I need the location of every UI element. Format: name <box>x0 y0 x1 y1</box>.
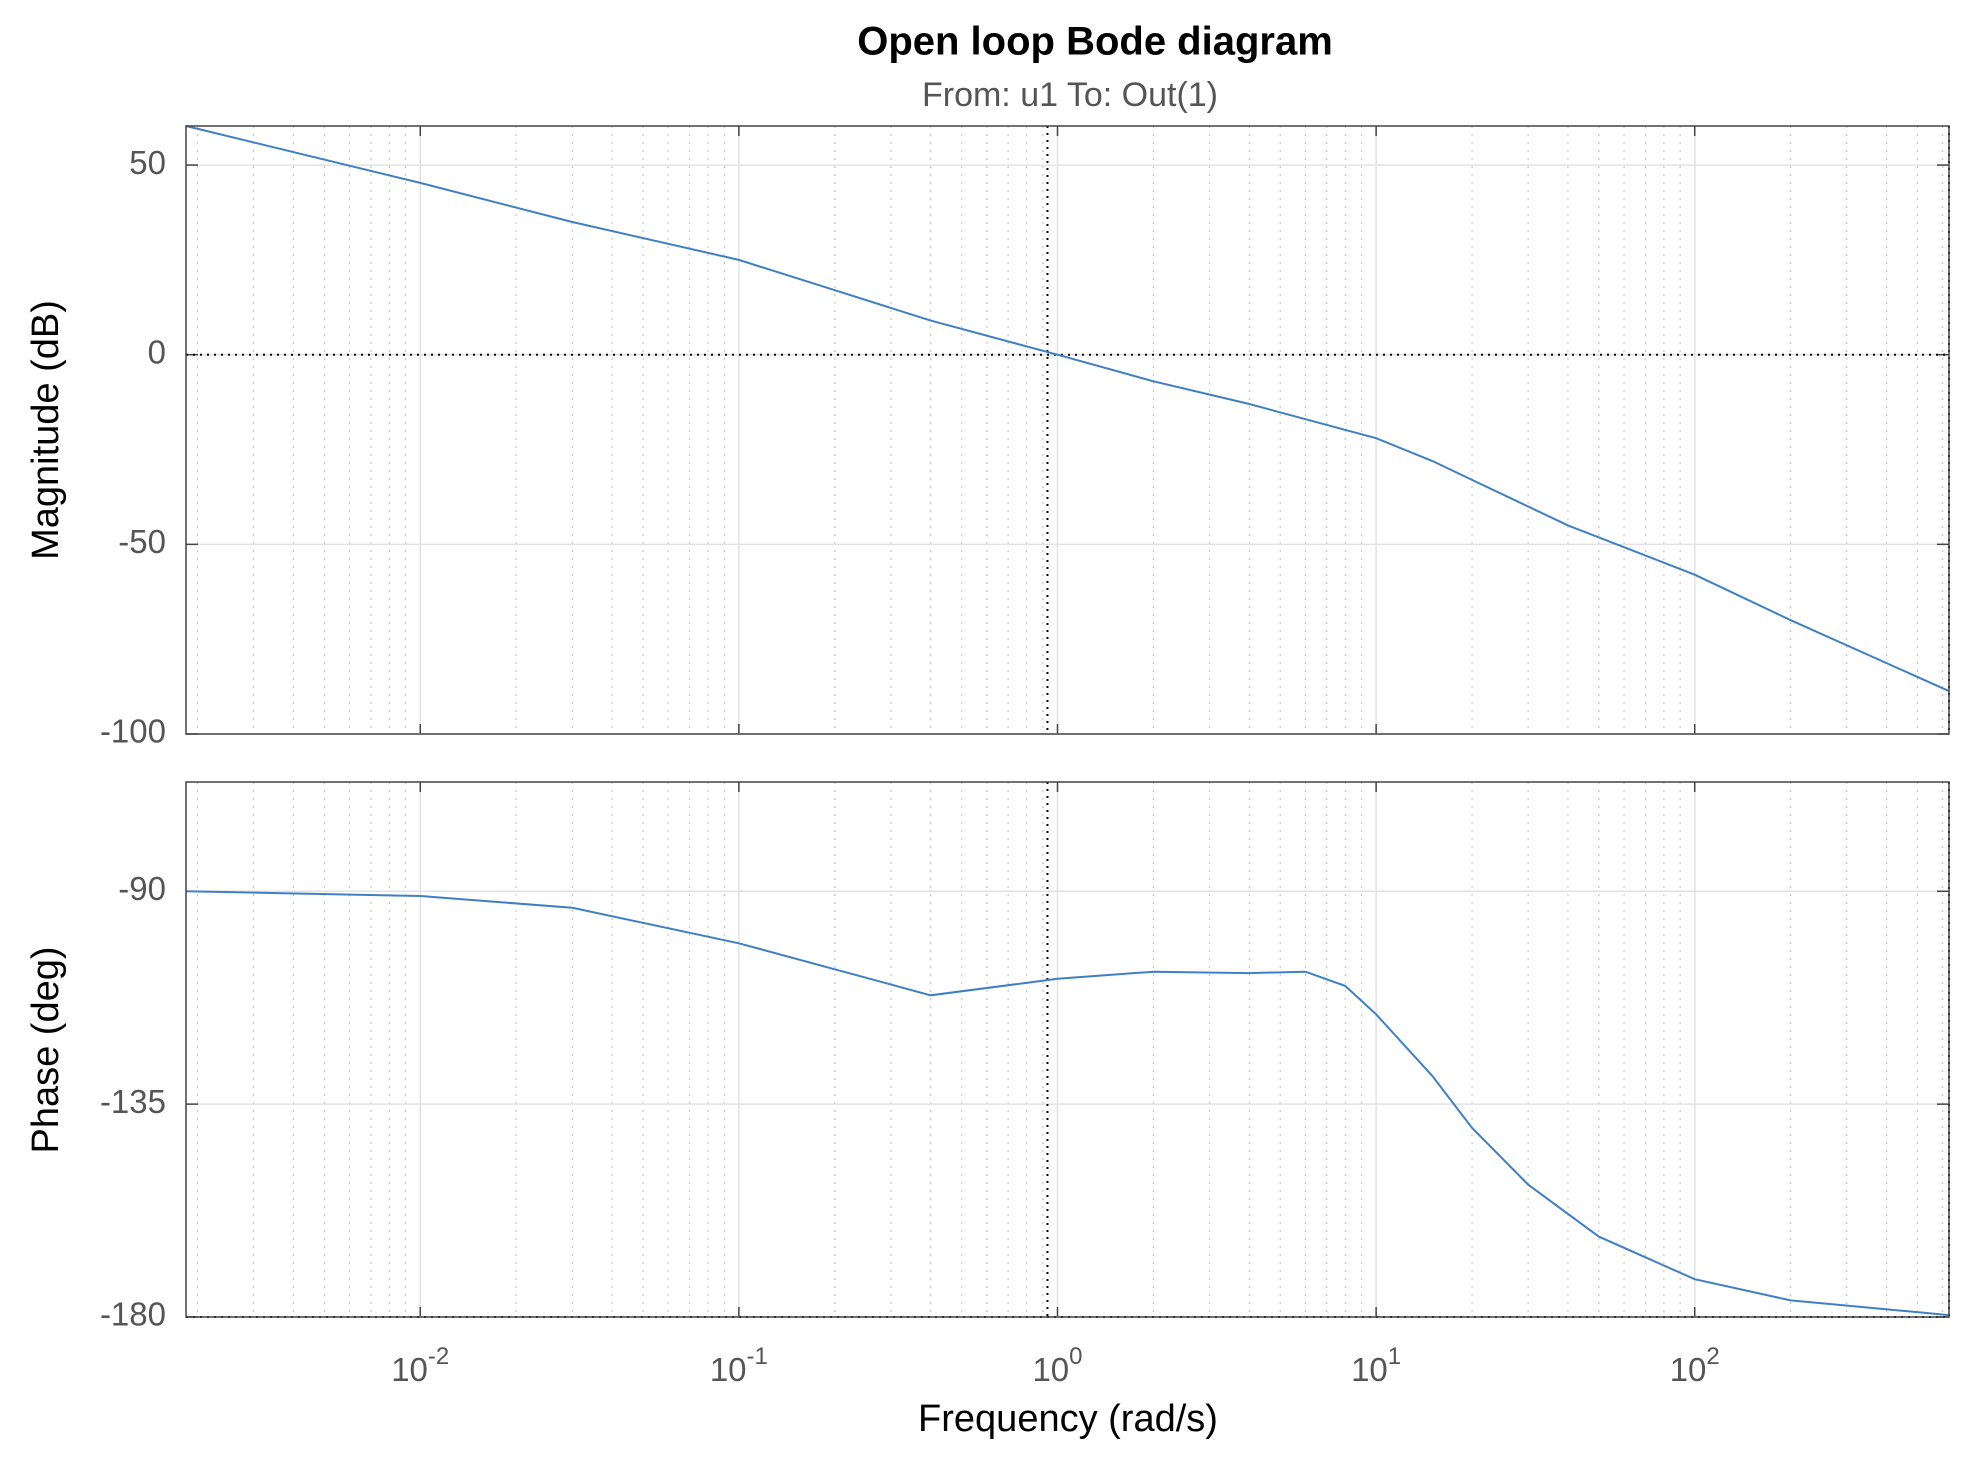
x-tick-exponent: 0 <box>1069 1343 1082 1370</box>
y-tick-label: -100 <box>100 713 166 750</box>
y-axis-label: Phase (deg) <box>25 946 67 1153</box>
x-tick-label: 100 <box>1032 1343 1082 1387</box>
data-line <box>185 890 1950 1317</box>
plot-area <box>186 782 1949 1317</box>
x-tick-base: 10 <box>1670 1351 1707 1388</box>
y-tick-label: -90 <box>118 870 166 907</box>
plot-frame <box>185 125 1950 735</box>
x-tick-label: 101 <box>1351 1343 1401 1387</box>
x-tick-label: 10-1 <box>710 1343 768 1387</box>
x-tick-base: 10 <box>710 1351 747 1388</box>
y-tick-label: 50 <box>129 144 166 181</box>
x-tick-exponent: -1 <box>747 1343 768 1370</box>
plot-area <box>186 126 1949 734</box>
y-tick-label: -50 <box>118 523 166 560</box>
x-tick-exponent: 2 <box>1706 1343 1719 1370</box>
chart-title: Open loop Bode diagram <box>857 20 1333 64</box>
x-tick-base: 10 <box>1032 1351 1069 1388</box>
x-tick-base: 10 <box>1351 1351 1388 1388</box>
plot-frame <box>185 781 1950 1318</box>
chart-subtitle: From: u1 To: Out(1) <box>922 76 1218 114</box>
y-axis-label: Magnitude (dB) <box>25 300 67 560</box>
x-tick-base: 10 <box>391 1351 428 1388</box>
y-tick-label: -180 <box>100 1296 166 1333</box>
data-line <box>185 125 1950 693</box>
x-tick-label: 10-2 <box>391 1343 449 1387</box>
x-tick-exponent: -2 <box>428 1343 449 1370</box>
x-tick-exponent: 1 <box>1388 1343 1401 1370</box>
y-tick-label: 0 <box>148 333 166 370</box>
y-tick-label: -135 <box>100 1083 166 1120</box>
x-axis-label: Frequency (rad/s) <box>918 1398 1218 1440</box>
x-tick-label: 102 <box>1670 1343 1720 1387</box>
